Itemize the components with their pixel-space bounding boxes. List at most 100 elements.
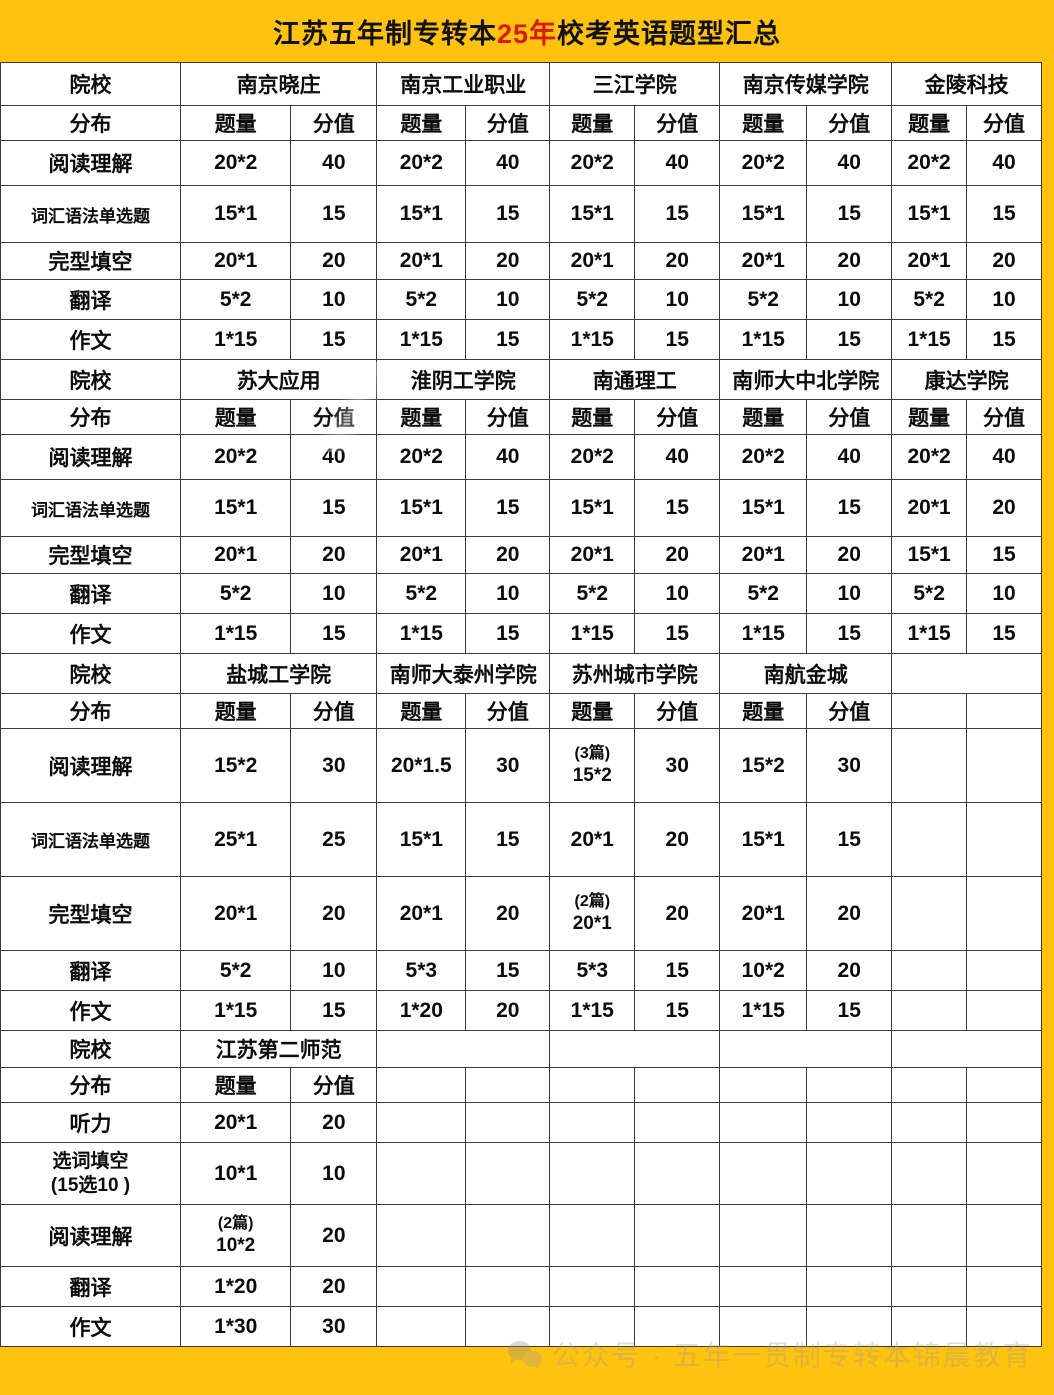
section-label-cell: 翻译 — [0, 279, 182, 320]
empty-cell — [719, 1142, 808, 1205]
score-cell: 15 — [966, 613, 1042, 654]
question-count-cell: 15*1 — [180, 479, 292, 537]
empty-cell — [891, 1102, 968, 1143]
score-cell: 30 — [806, 728, 893, 803]
question-count-cell: 1*15 — [549, 319, 636, 360]
score-cell: 25 — [290, 802, 378, 877]
score-cell: 20 — [806, 950, 893, 991]
empty-cell — [465, 1204, 551, 1267]
empty-cell — [465, 1266, 551, 1307]
empty-cell — [634, 1266, 721, 1307]
section-label-cell: 作文 — [0, 990, 182, 1031]
table-row: 作文 1*30 30 — [0, 1306, 1042, 1347]
empty-cell — [891, 950, 968, 991]
question-count-cell: 20*1 — [719, 536, 808, 574]
section-label-cell: 作文 — [0, 613, 182, 654]
empty-cell — [465, 1102, 551, 1143]
score-header: 分值 — [966, 399, 1042, 435]
table-row: 翻译 1*20 20 — [0, 1266, 1042, 1307]
question-count-cell: 1*15 — [891, 613, 968, 654]
question-count-cell: 5*2 — [180, 573, 292, 614]
question-count-cell: 5*2 — [180, 279, 292, 320]
score-cell: 20 — [634, 876, 721, 951]
school-name-cell: 康达学院 — [891, 359, 1042, 400]
question-count-cell: 1*15 — [719, 990, 808, 1031]
section-label-cell: 词汇语法单选题 — [0, 185, 182, 243]
table-row: 选词填空 (15选10 ) 10*1 10 — [0, 1142, 1042, 1205]
table-row: 阅读理解 (2篇) 10*2 20 — [0, 1204, 1042, 1267]
score-cell: 40 — [465, 434, 551, 480]
score-cell: 20 — [465, 536, 551, 574]
score-header: 分值 — [465, 105, 551, 141]
empty-cell — [549, 1306, 636, 1347]
score-cell: 20 — [465, 990, 551, 1031]
empty-cell — [806, 1142, 893, 1205]
empty-cell — [719, 1030, 893, 1068]
empty-cell — [891, 653, 1042, 694]
question-count-header: 题量 — [376, 105, 467, 141]
question-count-cell: 20*1 — [180, 536, 292, 574]
score-cell: 15 — [806, 802, 893, 877]
score-cell: 15 — [465, 950, 551, 991]
empty-cell — [891, 1306, 968, 1347]
empty-cell — [966, 728, 1042, 803]
empty-cell — [719, 1306, 808, 1347]
question-count-cell: 15*1 — [891, 185, 968, 243]
empty-cell — [966, 693, 1042, 729]
score-cell: 15 — [806, 613, 893, 654]
empty-cell — [465, 1306, 551, 1347]
question-count-cell: 1*15 — [549, 990, 636, 1031]
table-row: 翻译 5*2 10 5*3 15 5*3 15 10*2 20 — [0, 950, 1042, 991]
score-cell: 40 — [290, 434, 378, 480]
question-count-cell: 5*2 — [891, 279, 968, 320]
question-count-cell: 1*20 — [376, 990, 467, 1031]
question-count-cell: 20*1 — [180, 876, 292, 951]
empty-cell — [966, 1102, 1042, 1143]
question-count-cell: 20*1 — [180, 1102, 292, 1143]
section-label-cell: 作文 — [0, 319, 182, 360]
question-count-cell: 25*1 — [180, 802, 292, 877]
score-cell: 10 — [806, 573, 893, 614]
question-count-cell: 20*1 — [891, 242, 968, 280]
empty-cell — [891, 1266, 968, 1307]
score-cell: 15 — [634, 479, 721, 537]
section-label-cell: 完型填空 — [0, 876, 182, 951]
school-header-row: 院校 南京晓庄 南京工业职业 三江学院 南京传媒学院 金陵科技 — [0, 62, 1042, 106]
question-count-cell: 5*3 — [549, 950, 636, 991]
question-count-cell: 1*15 — [180, 990, 292, 1031]
question-count-cell: 1*15 — [719, 319, 808, 360]
question-count-header: 题量 — [719, 399, 808, 435]
question-count-header: 题量 — [549, 105, 636, 141]
table-row: 阅读理解 20*2 40 20*2 40 20*2 40 20*2 40 20*2 40 — [0, 434, 1042, 480]
title-prefix: 江苏五年制专转本 — [272, 18, 497, 49]
empty-cell — [891, 693, 968, 729]
score-cell: 10 — [465, 573, 551, 614]
question-count-header: 题量 — [891, 105, 968, 141]
school-name-cell: 三江学院 — [549, 62, 721, 106]
score-cell: 20 — [806, 876, 893, 951]
score-cell: 15 — [634, 319, 721, 360]
question-count-header: 题量 — [180, 1067, 292, 1103]
score-cell: 10 — [465, 279, 551, 320]
question-count-cell: 20*2 — [376, 140, 467, 186]
score-cell: 20 — [465, 242, 551, 280]
question-count-cell: 15*1 — [549, 185, 636, 243]
question-count-cell: 5*2 — [549, 573, 636, 614]
question-count-cell: 5*2 — [549, 279, 636, 320]
empty-cell — [376, 1204, 467, 1267]
table-row: 翻译 5*2 10 5*2 10 5*2 10 5*2 10 5*2 10 — [0, 573, 1042, 614]
score-cell: 10 — [966, 573, 1042, 614]
empty-cell — [376, 1142, 467, 1205]
section-label-cell: 阅读理解 — [0, 434, 182, 480]
score-cell: 40 — [966, 434, 1042, 480]
page-title: 江苏五年制专转本25年校考英语题型汇总 — [0, 0, 1054, 62]
question-count-header: 题量 — [549, 399, 636, 435]
score-cell: 10 — [290, 573, 378, 614]
empty-cell — [549, 1142, 636, 1205]
table-row: 完型填空 20*1 20 20*1 20 (2篇) 20*1 20 20*1 20 — [0, 876, 1042, 951]
empty-cell — [549, 1102, 636, 1143]
question-count-cell: 5*2 — [891, 573, 968, 614]
school-name-cell: 南航金城 — [719, 653, 893, 694]
question-count-cell: 20*1 — [719, 242, 808, 280]
question-count-cell: 20*2 — [549, 434, 636, 480]
